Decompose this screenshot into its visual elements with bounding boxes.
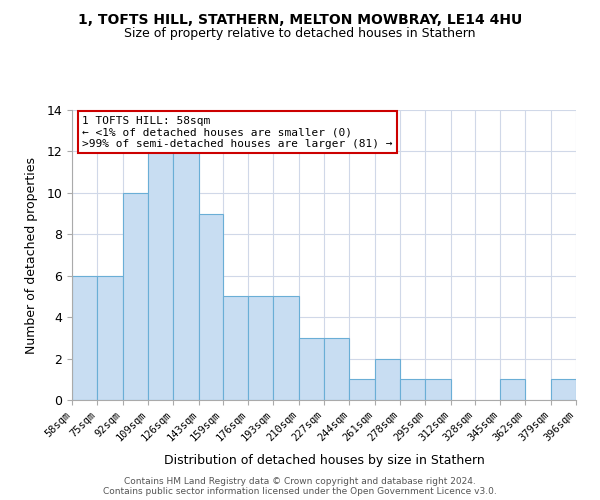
Bar bbox=[274, 296, 299, 400]
Text: Size of property relative to detached houses in Stathern: Size of property relative to detached ho… bbox=[124, 28, 476, 40]
Bar bbox=[500, 380, 526, 400]
Bar bbox=[374, 358, 400, 400]
Bar bbox=[223, 296, 248, 400]
Y-axis label: Number of detached properties: Number of detached properties bbox=[25, 156, 38, 354]
Bar bbox=[349, 380, 374, 400]
Bar bbox=[400, 380, 425, 400]
Bar bbox=[148, 152, 173, 400]
Bar bbox=[199, 214, 223, 400]
Bar bbox=[248, 296, 274, 400]
Bar bbox=[72, 276, 97, 400]
Text: Contains public sector information licensed under the Open Government Licence v3: Contains public sector information licen… bbox=[103, 488, 497, 496]
Bar bbox=[122, 193, 148, 400]
Text: 1, TOFTS HILL, STATHERN, MELTON MOWBRAY, LE14 4HU: 1, TOFTS HILL, STATHERN, MELTON MOWBRAY,… bbox=[78, 12, 522, 26]
Bar bbox=[299, 338, 324, 400]
Text: 1 TOFTS HILL: 58sqm
← <1% of detached houses are smaller (0)
>99% of semi-detach: 1 TOFTS HILL: 58sqm ← <1% of detached ho… bbox=[82, 116, 392, 149]
Bar bbox=[324, 338, 349, 400]
Bar bbox=[173, 152, 199, 400]
Bar bbox=[425, 380, 451, 400]
Text: Contains HM Land Registry data © Crown copyright and database right 2024.: Contains HM Land Registry data © Crown c… bbox=[124, 478, 476, 486]
X-axis label: Distribution of detached houses by size in Stathern: Distribution of detached houses by size … bbox=[164, 454, 484, 468]
Bar bbox=[97, 276, 122, 400]
Bar bbox=[551, 380, 576, 400]
